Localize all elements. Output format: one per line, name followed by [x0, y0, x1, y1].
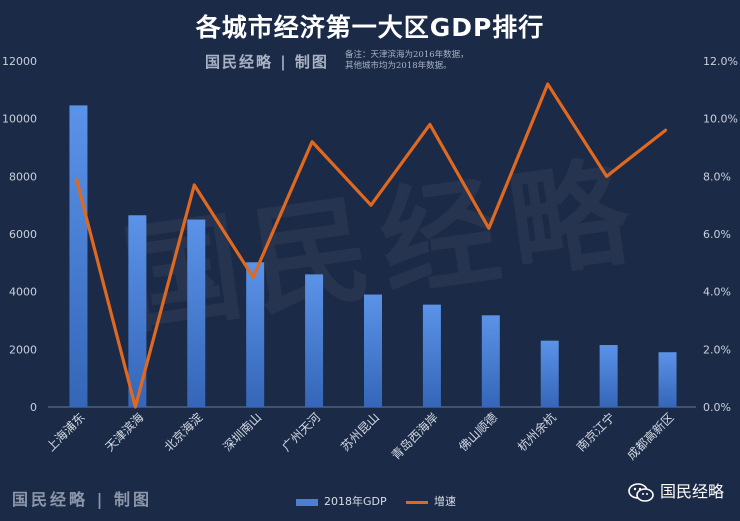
- gdp-bar: [246, 262, 265, 407]
- x-tick-label: 天津滨海: [102, 410, 147, 455]
- chart-note: 备注：天津滨海为2016年数据， 其他城市均为2018年数据。: [345, 50, 469, 72]
- legend: 2018年GDP 增速: [0, 493, 740, 509]
- brand-logo: 国民经略: [628, 478, 724, 503]
- x-tick-label: 成都高新区: [624, 410, 677, 463]
- x-tick-label: 上海浦东: [43, 410, 88, 455]
- legend-label-gdp: 2018年GDP: [324, 495, 387, 508]
- brand-logo-text: 国民经略: [659, 482, 724, 501]
- gdp-bar: [187, 219, 206, 407]
- credit-stamp-top: 国民经略 | 制图: [205, 53, 329, 71]
- credit-stamp-bottom: 国民经略 | 制图: [12, 490, 152, 509]
- legend-swatch-bar: [296, 498, 318, 506]
- x-tick-label: 杭州余杭: [514, 410, 559, 455]
- y-right-tick-label: 2.0%: [703, 343, 731, 356]
- y-right-tick-label: 8.0%: [703, 170, 731, 183]
- x-tick-label: 广州天河: [279, 410, 323, 454]
- legend-item-growth: 增速: [406, 493, 456, 509]
- legend-label-growth: 增速: [434, 495, 456, 508]
- y-left-tick-label: 4000: [9, 286, 37, 299]
- y-left-tick-label: 10000: [2, 113, 37, 126]
- x-tick-label: 南京江宁: [573, 410, 618, 455]
- note-line: 其他城市均为2018年数据。: [345, 61, 452, 71]
- gdp-bar: [540, 340, 559, 407]
- y-right-tick-label: 6.0%: [703, 228, 731, 241]
- gdp-bar: [658, 352, 677, 407]
- y-left-tick-label: 0: [30, 401, 37, 414]
- legend-item-gdp: 2018年GDP: [296, 493, 387, 509]
- gdp-bar: [599, 345, 618, 407]
- x-tick-label: 北京海淀: [161, 410, 206, 455]
- x-tick-label: 佛山顺德: [455, 410, 500, 455]
- x-tick-label: 青岛西海岸: [388, 410, 441, 463]
- note-line: 备注：天津滨海为2016年数据，: [345, 50, 469, 60]
- growth-line: [74, 82, 668, 409]
- gdp-bar: [69, 105, 88, 408]
- x-tick-label: 深圳南山: [220, 410, 265, 455]
- gdp-bar: [364, 294, 382, 407]
- y-right-tick-label: 10.0%: [703, 113, 738, 126]
- legend-swatch-line: [406, 500, 428, 504]
- gdp-bar: [305, 274, 324, 407]
- y-right-tick-label: 4.0%: [703, 286, 731, 299]
- gdp-bar: [422, 304, 441, 407]
- x-tick-label: 苏州昆山: [338, 410, 382, 454]
- y-left-tick-label: 2000: [9, 343, 37, 356]
- gdp-bar: [128, 215, 147, 407]
- y-left-tick-label: 12000: [2, 55, 37, 68]
- y-right-tick-label: 0.0%: [703, 401, 731, 414]
- y-left-tick-label: 8000: [9, 170, 37, 183]
- wechat-icon: [628, 482, 654, 503]
- chart-title: 各城市经济第一大区GDP排行: [195, 13, 545, 42]
- y-right-tick-label: 12.0%: [703, 55, 738, 68]
- y-left-tick-label: 6000: [9, 228, 37, 241]
- gdp-bar: [481, 315, 500, 407]
